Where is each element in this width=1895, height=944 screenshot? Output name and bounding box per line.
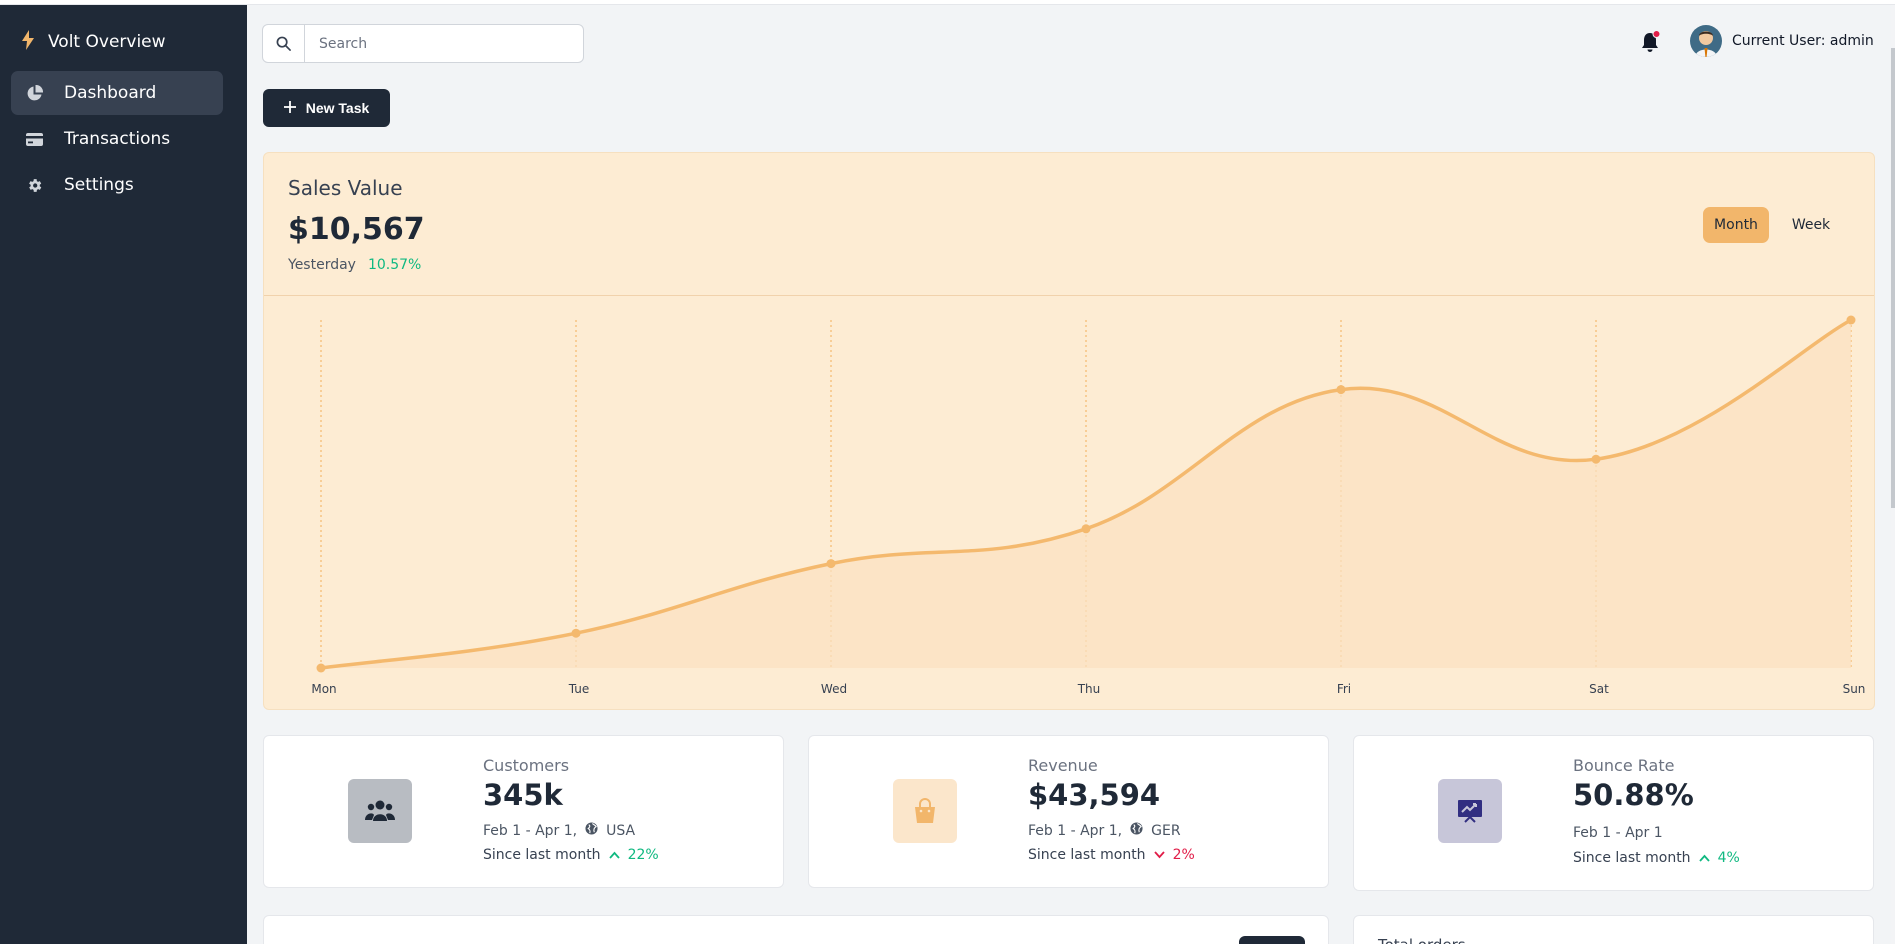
search-icon[interactable] (263, 25, 305, 62)
bottom-left-card (263, 915, 1329, 944)
region-text: USA (606, 822, 636, 839)
stat-period: Feb 1 - Apr 1, GER (1028, 822, 1181, 839)
user-menu[interactable]: Current User: admin (1690, 25, 1874, 57)
bounce-rate-card: Bounce Rate 50.88% Feb 1 - Apr 1 Since l… (1353, 735, 1874, 891)
stat-since: Since last month 2% (1028, 847, 1195, 863)
user-label: Current User: admin (1732, 33, 1874, 49)
x-tick-label: Thu (1077, 682, 1101, 696)
stat-label: Bounce Rate (1573, 756, 1675, 775)
notification-bell-icon[interactable] (1640, 30, 1662, 54)
users-icon (348, 779, 412, 843)
sales-subtitle: Yesterday 10.57% (288, 257, 421, 273)
globe-icon (585, 822, 598, 839)
sidebar-item-dashboard[interactable]: Dashboard (11, 71, 223, 115)
x-tick-label: Tue (568, 682, 590, 696)
stat-since: Since last month 4% (1573, 850, 1740, 866)
region-text: GER (1151, 822, 1181, 839)
sidebar-item-label: Dashboard (64, 83, 157, 103)
data-point[interactable] (571, 628, 581, 638)
sales-area (321, 320, 1851, 668)
avatar (1690, 25, 1722, 57)
change-text: 22% (627, 847, 659, 863)
customers-card: Customers 345k Feb 1 - Apr 1, USA Since … (263, 735, 784, 888)
sidebar-item-settings[interactable]: Settings (11, 163, 223, 207)
data-point[interactable] (1846, 315, 1856, 325)
sales-title: Sales Value (288, 176, 403, 200)
stat-label: Revenue (1028, 756, 1098, 775)
search-box (262, 24, 584, 63)
stat-value: 50.88% (1573, 778, 1694, 812)
x-tick-label: Sun (1843, 682, 1866, 696)
sidebar-item-label: Settings (64, 175, 134, 195)
stat-period: Feb 1 - Apr 1 (1573, 825, 1663, 841)
chevron-up-icon (608, 847, 620, 863)
credit-card-icon (24, 129, 44, 149)
sales-value: $10,567 (288, 212, 425, 247)
stat-since: Since last month 22% (483, 847, 659, 863)
since-text: Since last month (1573, 850, 1691, 866)
sales-chart: Mon Tue Wed Thu Fri Sat Sun (311, 315, 1866, 696)
stat-value: 345k (483, 778, 563, 812)
chevron-down-icon (1153, 847, 1165, 863)
data-point[interactable] (1081, 524, 1091, 534)
sales-period: Yesterday (288, 257, 356, 273)
data-point[interactable] (1336, 385, 1346, 395)
total-orders-title: Total orders (1378, 936, 1466, 944)
presentation-chart-icon (1438, 779, 1502, 843)
brand[interactable]: Volt Overview (22, 30, 166, 54)
x-tick-label: Fri (1337, 682, 1351, 696)
x-tick-label: Wed (821, 682, 847, 696)
globe-icon (1130, 822, 1143, 839)
sales-change: 10.57% (367, 257, 422, 273)
plus-icon (283, 100, 296, 116)
chevron-up-icon (1698, 850, 1710, 866)
sidebar-item-transactions[interactable]: Transactions (11, 117, 223, 161)
gear-icon (24, 175, 44, 195)
sidebar-item-label: Transactions (64, 129, 171, 149)
shopping-bag-icon (893, 779, 957, 843)
stat-value: $43,594 (1028, 778, 1161, 812)
x-tick-label: Mon (311, 682, 336, 696)
change-text: 2% (1172, 847, 1195, 863)
sales-value-card: Sales Value $10,567 Yesterday 10.57% Mon… (263, 152, 1875, 710)
month-toggle-button[interactable]: Month (1703, 207, 1769, 243)
revenue-card: Revenue $43,594 Feb 1 - Apr 1, GER Since… (808, 735, 1329, 888)
since-text: Since last month (483, 847, 601, 863)
card-action-button[interactable] (1239, 936, 1305, 944)
total-orders-card: Total orders (1353, 915, 1874, 944)
stat-period: Feb 1 - Apr 1, USA (483, 822, 635, 839)
new-task-label: New Task (305, 100, 370, 116)
x-tick-label: Sat (1589, 682, 1609, 696)
scrollbar-thumb[interactable] (1891, 48, 1895, 508)
stat-label: Customers (483, 756, 570, 775)
period-text: Feb 1 - Apr 1, (483, 822, 578, 839)
card-divider (264, 295, 1874, 296)
period-text: Feb 1 - Apr 1 (1573, 825, 1663, 841)
lightning-icon (22, 30, 34, 54)
window-top-border (0, 0, 1895, 5)
data-point[interactable] (1591, 454, 1601, 464)
sidebar: Volt Overview Dashboard Transactions Set… (0, 0, 247, 944)
week-toggle-button[interactable]: Week (1791, 217, 1831, 233)
period-text: Feb 1 - Apr 1, (1028, 822, 1123, 839)
search-input[interactable] (305, 25, 583, 62)
new-task-button[interactable]: New Task (263, 89, 390, 127)
data-point[interactable] (316, 663, 326, 673)
change-text: 4% (1717, 850, 1740, 866)
brand-label: Volt Overview (48, 32, 166, 52)
since-text: Since last month (1028, 847, 1146, 863)
data-point[interactable] (826, 559, 836, 569)
pie-chart-icon (24, 83, 44, 103)
